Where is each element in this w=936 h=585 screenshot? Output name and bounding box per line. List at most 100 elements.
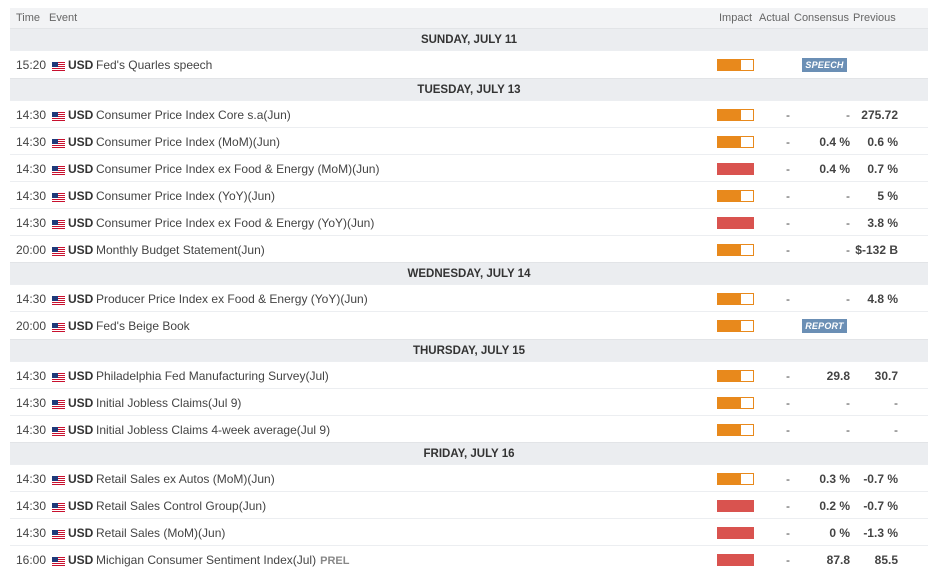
actual-value: - — [786, 499, 790, 513]
event-name[interactable]: Fed's Beige Book — [96, 319, 190, 333]
event-name[interactable]: Philadelphia Fed Manufacturing Survey(Ju… — [96, 369, 329, 383]
event-row[interactable]: 14:30 USD Retail Sales ex Autos (MoM)(Jun)… — [10, 464, 928, 491]
currency-code: USD — [68, 162, 94, 176]
currency-code: USD — [68, 58, 94, 72]
event-row[interactable]: 20:00 USD Monthly Budget Statement(Jun) - - $… — [10, 235, 928, 262]
event-time: 14:30 — [16, 369, 47, 383]
event-badge[interactable]: REPORT — [802, 319, 847, 333]
event-name[interactable]: Consumer Price Index ex Food & Energy (Y… — [96, 216, 374, 230]
economic-calendar: Time Event Impact Actual Consensus Previ… — [10, 8, 928, 572]
event-row[interactable]: 16:00 USD Michigan Consumer Sentiment Inde… — [10, 545, 928, 572]
impact-bar-empty — [741, 244, 754, 256]
event-row[interactable]: 14:30 USD Consumer Price Index ex Food & E… — [10, 154, 928, 181]
event-row[interactable]: 14:30 USD Consumer Price Index (YoY)(Jun) -… — [10, 181, 928, 208]
event-name[interactable]: Consumer Price Index (MoM)(Jun) — [96, 135, 280, 149]
event-name[interactable]: Retail Sales ex Autos (MoM)(Jun) — [96, 472, 275, 486]
event-row[interactable]: 14:30 USD Retail Sales Control Group(Jun) -… — [10, 491, 928, 518]
header-previous: Previous — [853, 12, 896, 24]
event-name-text[interactable]: Michigan Consumer Sentiment Index(Jul) — [96, 553, 317, 567]
event-name[interactable]: Retail Sales Control Group(Jun) — [96, 499, 266, 513]
event-time: 20:00 — [16, 243, 47, 257]
consensus-value: - — [846, 108, 850, 122]
event-name[interactable]: Consumer Price Index ex Food & Energy (M… — [96, 162, 379, 176]
event-name-text[interactable]: Initial Jobless Claims(Jul 9) — [96, 396, 242, 410]
event-row[interactable]: 14:30 USD Philadelphia Fed Manufacturing S… — [10, 361, 928, 388]
us-flag-icon — [52, 425, 65, 436]
event-time: 14:30 — [16, 216, 47, 230]
event-name[interactable]: Consumer Price Index Core s.a(Jun) — [96, 108, 291, 122]
event-name[interactable]: Initial Jobless Claims(Jul 9) — [96, 396, 241, 410]
us-flag-icon — [52, 60, 65, 71]
consensus-value: - — [846, 189, 850, 203]
event-row[interactable]: 20:00 USD Fed's Beige Book REPORT — [10, 311, 928, 339]
event-row[interactable]: 14:30 USD Initial Jobless Claims(Jul 9) - - - — [10, 388, 928, 415]
event-name-text[interactable]: Monthly Budget Statement(Jun) — [96, 243, 265, 257]
consensus-value: 0.3 % — [819, 472, 850, 486]
event-name-text[interactable]: Fed's Beige Book — [96, 319, 190, 333]
actual-value: - — [786, 396, 790, 410]
event-name-text[interactable]: Consumer Price Index Core s.a(Jun) — [96, 108, 291, 122]
event-name[interactable]: Fed's Quarles speech — [96, 58, 212, 72]
event-name-text[interactable]: Consumer Price Index ex Food & Energy (M… — [96, 162, 380, 176]
event-row[interactable]: 14:30 USD Consumer Price Index (MoM)(Jun) -… — [10, 127, 928, 154]
consensus-value: 0.4 % — [819, 162, 850, 176]
event-name-text[interactable]: Consumer Price Index ex Food & Energy (Y… — [96, 216, 375, 230]
consensus-value: 87.8 — [826, 553, 850, 567]
event-name[interactable]: Michigan Consumer Sentiment Index(Jul) PR… — [96, 553, 349, 567]
event-name[interactable]: Retail Sales (MoM)(Jun) — [96, 526, 225, 540]
header-time: Time — [16, 12, 41, 24]
event-name[interactable]: Initial Jobless Claims 4-week average(Ju… — [96, 423, 330, 437]
event-time: 14:30 — [16, 472, 47, 486]
event-name-text[interactable]: Consumer Price Index (MoM)(Jun) — [96, 135, 281, 149]
currency-code: USD — [68, 396, 94, 410]
impact-bar-fill — [717, 397, 741, 409]
event-name[interactable]: Consumer Price Index (YoY)(Jun) — [96, 189, 275, 203]
currency-code: USD — [68, 499, 94, 513]
event-time: 14:30 — [16, 135, 47, 149]
previous-value: -0.7 % — [863, 472, 898, 486]
impact-bar-empty — [741, 109, 754, 121]
actual-value: - — [786, 526, 790, 540]
impact-bar-empty — [741, 473, 754, 485]
consensus-value: - — [846, 423, 850, 437]
event-time: 15:20 — [16, 58, 47, 72]
event-time: 14:30 — [16, 499, 47, 513]
impact-bar-fill — [717, 293, 741, 305]
us-flag-icon — [52, 218, 65, 229]
impact-bar-empty — [741, 136, 754, 148]
event-name-text[interactable]: Producer Price Index ex Food & Energy (Y… — [96, 292, 368, 306]
event-name-text[interactable]: Fed's Quarles speech — [96, 58, 213, 72]
impact-indicator — [717, 397, 754, 409]
event-row[interactable]: 14:30 USD Producer Price Index ex Food & E… — [10, 284, 928, 311]
event-badge[interactable]: SPEECH — [802, 58, 847, 72]
event-name-text[interactable]: Retail Sales ex Autos (MoM)(Jun) — [96, 472, 275, 486]
currency-code: USD — [68, 243, 94, 257]
impact-indicator — [717, 293, 754, 305]
event-name-text[interactable]: Consumer Price Index (YoY)(Jun) — [96, 189, 275, 203]
day-header: WEDNESDAY, JULY 14 — [10, 262, 928, 284]
us-flag-icon — [52, 371, 65, 382]
event-name[interactable]: Monthly Budget Statement(Jun) — [96, 243, 265, 257]
event-name-text[interactable]: Initial Jobless Claims 4-week average(Ju… — [96, 423, 331, 437]
impact-bar-empty — [741, 190, 754, 202]
event-row[interactable]: 14:30 USD Retail Sales (MoM)(Jun) - 0 % -1.3 … — [10, 518, 928, 545]
event-name-text[interactable]: Retail Sales (MoM)(Jun) — [96, 526, 226, 540]
consensus-value: 29.8 — [826, 369, 850, 383]
event-row[interactable]: 14:30 USD Initial Jobless Claims 4-week av… — [10, 415, 928, 442]
event-row[interactable]: 14:30 USD Consumer Price Index Core s.a(Ju… — [10, 100, 928, 127]
event-name-text[interactable]: Retail Sales Control Group(Jun) — [96, 499, 267, 513]
event-row[interactable]: 14:30 USD Consumer Price Index ex Food & E… — [10, 208, 928, 235]
event-row[interactable]: 15:20 USD Fed's Quarles speech SPEECH — [10, 50, 928, 78]
event-name-text[interactable]: Philadelphia Fed Manufacturing Survey(Ju… — [96, 369, 329, 383]
us-flag-icon — [52, 110, 65, 121]
event-time: 14:30 — [16, 423, 47, 437]
event-time: 14:30 — [16, 189, 47, 203]
consensus-value: 0.4 % — [819, 135, 850, 149]
us-flag-icon — [52, 528, 65, 539]
currency-code: USD — [68, 423, 94, 437]
event-name[interactable]: Producer Price Index ex Food & Energy (Y… — [96, 292, 368, 306]
currency-code: USD — [68, 108, 94, 122]
impact-indicator — [717, 500, 754, 512]
event-time: 16:00 — [16, 553, 47, 567]
impact-bar-fill — [717, 527, 754, 539]
